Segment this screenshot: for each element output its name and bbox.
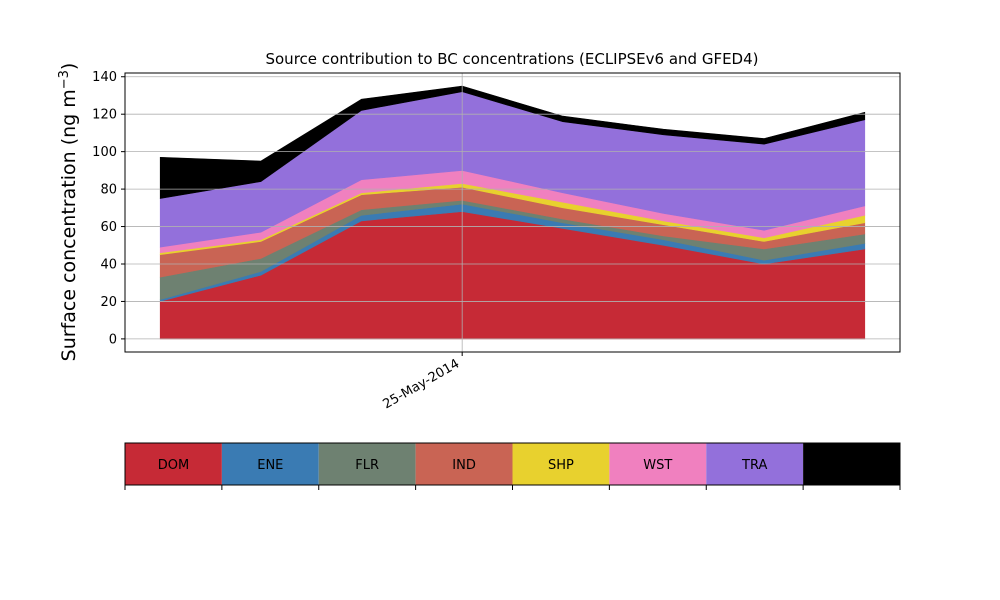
- grid-lines: [125, 73, 900, 352]
- legend-label-ind: IND: [452, 458, 476, 473]
- legend-swatch-wst: [609, 443, 707, 485]
- y-tick-label: 0: [109, 332, 117, 347]
- y-tick-label: 140: [92, 70, 117, 85]
- legend-label-wst: WST: [643, 458, 672, 473]
- legend-label-dom: DOM: [158, 458, 189, 473]
- y-tick-label: 40: [100, 257, 117, 272]
- y-tick-label: 100: [92, 145, 117, 160]
- y-tick-label: 80: [100, 183, 117, 198]
- y-tick-label: 60: [100, 220, 117, 235]
- x-tick-label: 25-May-2014: [380, 356, 462, 412]
- legend-swatch-ene: [221, 443, 319, 485]
- y-tick-label: 20: [100, 295, 117, 310]
- chart-title: Source contribution to BC concentrations…: [265, 50, 758, 68]
- area-bb: [159, 85, 866, 199]
- legend-label-shp: SHP: [548, 458, 574, 473]
- legend-label-ene: ENE: [257, 458, 283, 473]
- x-axis: 25-May-2014: [380, 352, 463, 412]
- legend-label-bb: BB: [843, 458, 861, 473]
- legend-label-flr: FLR: [355, 458, 379, 473]
- y-axis-label-superscript: −3: [57, 70, 72, 89]
- legend-swatch-shp: [512, 443, 610, 485]
- legend-swatch-dom: [125, 443, 222, 485]
- legend-swatch-bb: [803, 443, 900, 485]
- legend-swatch-flr: [318, 443, 416, 485]
- legend-swatch-ind: [415, 443, 513, 485]
- y-axis-label: Surface concentration (ng m−3): [57, 63, 80, 362]
- area-layers: [159, 85, 866, 340]
- source-colorbar-legend: DOM ENE FLR IND SHP WST TRA BB: [124, 442, 901, 490]
- plot-frame: [124, 72, 901, 353]
- legend-swatch-tra: [706, 443, 804, 485]
- y-axis: 0 20 40 60 80 100 120 140: [92, 70, 125, 347]
- y-tick-label: 120: [92, 108, 117, 123]
- legend-label-tra: TRA: [741, 458, 767, 473]
